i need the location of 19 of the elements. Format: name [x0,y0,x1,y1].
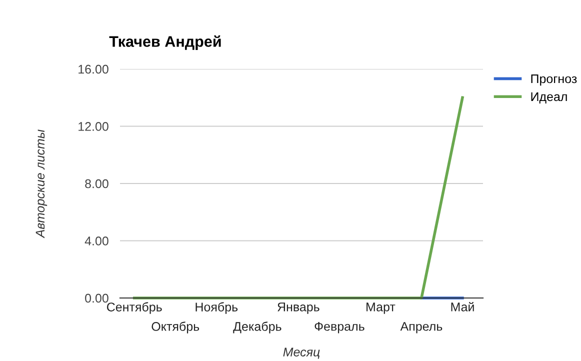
y-tick-label: 12.00 [78,122,108,131]
x-tick-label: Май [451,302,474,312]
x-tick-label: Сентябрь [106,302,162,314]
y-tick-label: 8.00 [85,179,108,188]
x-tick-label: Март [366,302,396,314]
x-tick-label: Январь [278,302,320,314]
x-tick-label: Апрель [400,322,442,334]
x-tick-label: Октябрь [152,322,200,334]
y-tick-label: 4.00 [84,236,108,246]
x-tick-label: Декабрь [233,322,282,334]
legend-label: Прогноз [531,74,577,86]
y-axis-title: Авторские листы [36,130,48,238]
x-tick-label: Февраль [314,322,364,334]
legend-label: Идеал [531,92,567,104]
chart-title: Ткачев Андрей [109,35,221,50]
x-tick-label: Ноябрь [196,302,238,314]
y-tick-label: 0.00 [85,294,108,303]
x-axis-title: Месяц [283,348,320,359]
y-tick-label: 16.00 [78,64,108,74]
